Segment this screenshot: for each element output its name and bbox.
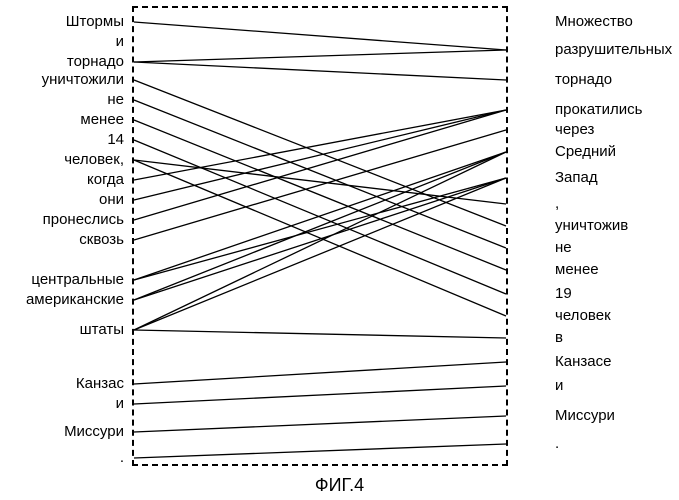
left-word: не bbox=[107, 92, 124, 107]
right-word: уничтожив bbox=[555, 218, 628, 233]
right-word: Запад bbox=[555, 170, 598, 185]
left-word: Миссури bbox=[64, 424, 124, 439]
right-word: прокатились bbox=[555, 102, 642, 117]
right-word: Множество bbox=[555, 14, 633, 29]
right-word: . bbox=[555, 436, 559, 451]
alignment-diagram: Штормы и торнадо уничтожили не менее 14 человек… bbox=[0, 0, 679, 500]
left-word: торнадо bbox=[67, 54, 124, 69]
right-word: , bbox=[555, 196, 559, 211]
left-word: американские bbox=[26, 292, 124, 307]
left-word: уничтожили bbox=[42, 72, 124, 87]
left-word: когда bbox=[87, 172, 124, 187]
right-word: человек bbox=[555, 308, 611, 323]
left-word: центральные bbox=[31, 272, 124, 287]
right-word: торнадо bbox=[555, 72, 612, 87]
right-word: разрушительных bbox=[555, 42, 672, 57]
left-word: менее bbox=[80, 112, 124, 127]
left-word: и bbox=[116, 396, 124, 411]
right-word: Канзасе bbox=[555, 354, 611, 369]
alignment-border bbox=[132, 6, 508, 466]
left-word: Штормы bbox=[66, 14, 124, 29]
right-word: через bbox=[555, 122, 594, 137]
right-word: Средний bbox=[555, 144, 616, 159]
left-word: Канзас bbox=[76, 376, 124, 391]
figure-caption: ФИГ.4 bbox=[0, 475, 679, 496]
left-word: 14 bbox=[107, 132, 124, 147]
left-word: человек, bbox=[64, 152, 124, 167]
right-word: 19 bbox=[555, 286, 572, 301]
left-word: пронеслись bbox=[43, 212, 124, 227]
left-word: сквозь bbox=[79, 232, 124, 247]
left-word: они bbox=[99, 192, 124, 207]
right-word: Миссури bbox=[555, 408, 615, 423]
right-word: в bbox=[555, 330, 563, 345]
right-word: менее bbox=[555, 262, 599, 277]
right-word: и bbox=[555, 378, 563, 393]
right-word: не bbox=[555, 240, 572, 255]
left-word: . bbox=[120, 450, 124, 465]
left-word: и bbox=[116, 34, 124, 49]
left-word: штаты bbox=[80, 322, 124, 337]
